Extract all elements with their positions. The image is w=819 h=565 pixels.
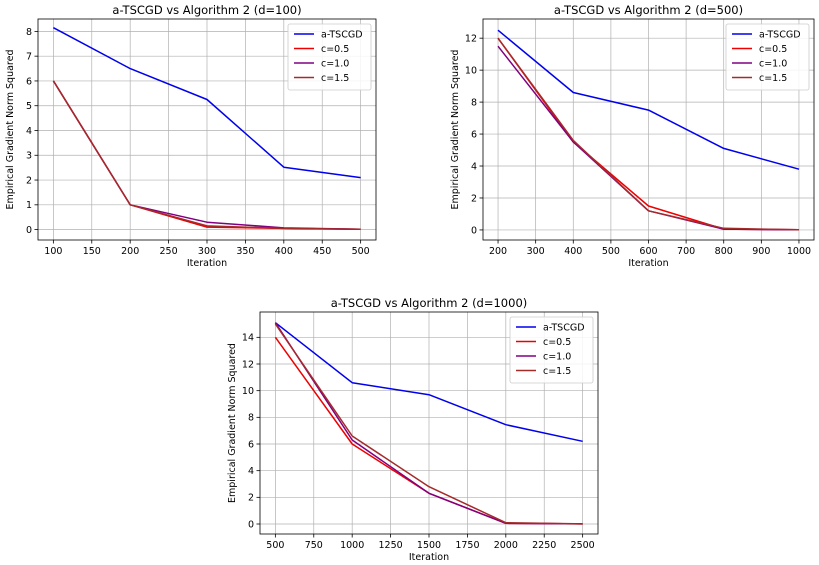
y-axis-label: Empirical Gradient Norm Squared — [450, 50, 461, 210]
legend-box — [287, 23, 372, 91]
x-tick-label: 1500 — [417, 540, 441, 551]
x-tick-label: 900 — [752, 246, 770, 257]
x-axis-label: Iteration — [187, 258, 227, 269]
y-tick-label: 0 — [471, 225, 477, 236]
y-tick-label: 2 — [26, 175, 32, 186]
y-axis-label: Empirical Gradient Norm Squared — [227, 343, 238, 503]
chart-title: a-TSCGD vs Algorithm 2 (d=100) — [112, 3, 301, 17]
legend-label: c=1.0 — [321, 58, 349, 69]
chart-title: a-TSCGD vs Algorithm 2 (d=1000) — [331, 296, 528, 310]
legend-label: c=1.0 — [759, 58, 787, 69]
legend-box — [725, 23, 810, 91]
y-tick-label: 6 — [26, 76, 32, 87]
x-tick-label: 1000 — [340, 540, 364, 551]
legend-label: a-TSCGD — [543, 322, 585, 333]
x-tick-label: 1250 — [378, 540, 402, 551]
x-tick-label: 700 — [677, 246, 695, 257]
chart-panel-2: 200 300 400 500 600 700 800 900 1000 0 2 4 6 8 10 12 a-T… — [450, 3, 815, 269]
y-tick-label: 2 — [471, 193, 477, 204]
x-tick-label: 2250 — [532, 540, 556, 551]
y-tick-label: 0 — [248, 519, 254, 530]
y-tick-label: 12 — [465, 34, 477, 45]
series-line-a-tscgd — [497, 29, 800, 170]
legend-label: a-TSCGD — [321, 29, 363, 40]
y-tick-label: 4 — [471, 161, 477, 172]
y-tick-label: 4 — [248, 466, 254, 477]
y-tick-label: 5 — [26, 101, 32, 112]
y-tick-label: 12 — [242, 359, 254, 370]
x-tick-label: 400 — [275, 246, 293, 257]
legend: a-TSCGD c=0.5 c=1.0 c=1.5 — [509, 316, 594, 384]
x-tick-label: 450 — [313, 246, 331, 257]
y-tick-label: 6 — [248, 439, 254, 450]
series-line-c-1-5 — [52, 80, 361, 231]
x-tick-label: 200 — [121, 246, 139, 257]
x-tick-label: 300 — [527, 246, 545, 257]
y-tick-label: 1 — [26, 200, 32, 211]
y-tick-label: 3 — [26, 151, 32, 162]
y-tick-label: 8 — [26, 27, 32, 38]
x-tick-label: 250 — [160, 246, 178, 257]
series-line-c-1-5 — [274, 323, 583, 525]
x-tick-label: 500 — [266, 540, 284, 551]
x-tick-label: 300 — [198, 246, 216, 257]
x-tick-label: 150 — [83, 246, 101, 257]
x-tick-label: 500 — [602, 246, 620, 257]
y-tick-label: 8 — [471, 97, 477, 108]
x-tick-label: 750 — [305, 540, 323, 551]
y-tick-label: 8 — [248, 413, 254, 424]
legend: a-TSCGD c=0.5 c=1.0 c=1.5 — [725, 23, 810, 91]
chart-title: a-TSCGD vs Algorithm 2 (d=500) — [554, 3, 743, 17]
series-line-c-1-5 — [497, 37, 800, 231]
series-line-a-tscgd — [274, 322, 583, 443]
x-axis-label: Iteration — [409, 552, 449, 563]
x-tick-label: 400 — [564, 246, 582, 257]
legend-label: c=0.5 — [759, 44, 787, 55]
y-tick-label: 14 — [242, 333, 254, 344]
y-tick-label: 7 — [26, 52, 32, 63]
x-tick-label: 200 — [489, 246, 507, 257]
x-tick-label: 350 — [236, 246, 254, 257]
legend-label: c=0.5 — [321, 44, 349, 55]
series-line-a-tscgd — [53, 27, 361, 179]
x-tick-label: 600 — [639, 246, 657, 257]
legend: a-TSCGD c=0.5 c=1.0 c=1.5 — [287, 23, 372, 91]
y-tick-label: 10 — [465, 66, 477, 77]
y-tick-label: 2 — [248, 493, 254, 504]
legend-label: c=1.5 — [543, 366, 571, 377]
x-tick-label: 2500 — [571, 540, 595, 551]
y-axis-label: Empirical Gradient Norm Squared — [5, 50, 16, 210]
legend-box — [509, 316, 594, 384]
legend-label: c=1.5 — [321, 73, 349, 84]
x-tick-label: 1750 — [455, 540, 479, 551]
x-tick-label: 800 — [715, 246, 733, 257]
x-tick-label: 2000 — [494, 540, 518, 551]
chart-panel-1: 100 150 200 250 300 350 400 450 500 0 1 2 3 4 5 6 7 8 a-TS… — [5, 3, 377, 269]
y-tick-label: 4 — [26, 126, 32, 137]
chart-panel-3: 500 750 1000 1250 1500 1750 2000 2250 2500 0 2 4 6 8 1… — [227, 296, 599, 563]
legend-label: a-TSCGD — [759, 29, 801, 40]
x-axis-label: Iteration — [628, 258, 668, 269]
x-tick-label: 500 — [352, 246, 370, 257]
y-tick-label: 10 — [242, 386, 254, 397]
y-tick-label: 6 — [471, 129, 477, 140]
legend-label: c=0.5 — [543, 337, 571, 348]
y-tick-label: 0 — [26, 225, 32, 236]
legend-label: c=1.5 — [759, 73, 787, 84]
legend-label: c=1.0 — [543, 351, 571, 362]
x-tick-label: 100 — [44, 246, 62, 257]
x-tick-label: 1000 — [787, 246, 811, 257]
